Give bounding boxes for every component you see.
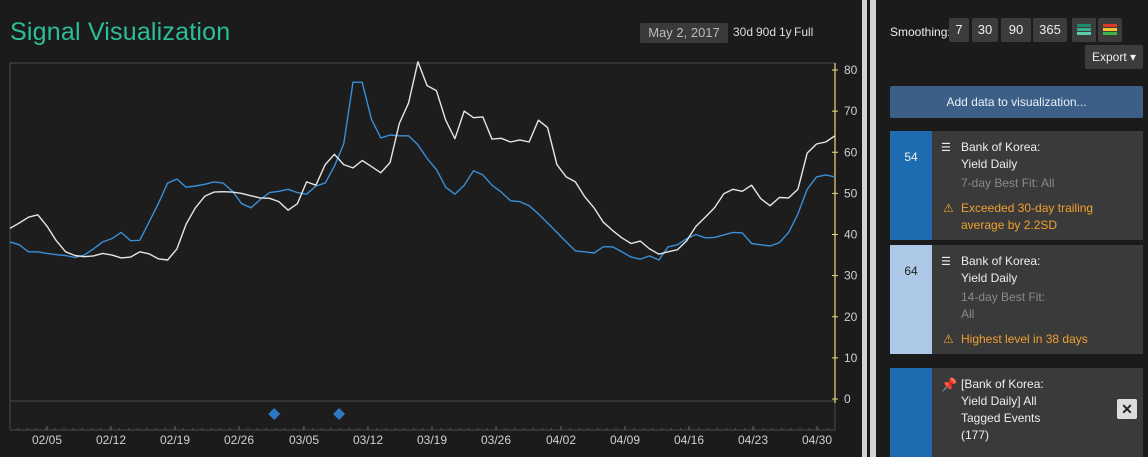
range-30d-button[interactable]: 30d	[733, 25, 754, 39]
x-tick-label: 02/12	[96, 433, 126, 447]
card-subtitle: 14-day Best Fit: All	[961, 290, 1046, 321]
event-marker-icon[interactable]	[268, 408, 281, 420]
range-1y-button[interactable]: 1y	[779, 25, 792, 39]
x-tick-label: 04/09	[610, 433, 640, 447]
x-tick-label: 02/26	[224, 433, 254, 447]
panel-splitter[interactable]	[862, 0, 876, 457]
card-alert: Exceeded 30-day trailing average by 2.2SD	[961, 201, 1094, 232]
card-alert: Highest level in 38 days	[961, 332, 1088, 346]
card-title: Bank of Korea: Yield Daily	[961, 140, 1041, 171]
x-tick-label: 02/05	[32, 433, 62, 447]
x-tick-label: 02/19	[160, 433, 190, 447]
smoothing-365-button[interactable]: 365	[1033, 18, 1067, 42]
close-icon[interactable]: ✕	[1117, 399, 1137, 419]
list-icon: ☰	[941, 256, 951, 268]
x-tick-label: 04/30	[802, 433, 832, 447]
x-tick-label: 04/16	[674, 433, 704, 447]
card-value-strip	[890, 131, 932, 240]
card-subtitle: 7-day Best Fit: All	[961, 176, 1055, 190]
series-line-white	[9, 61, 836, 261]
line-chart[interactable]: 80 70 60 50 40 30 20 10 0 02/05 02/12 02/19 02/26 03…	[0, 55, 862, 457]
range-full-button[interactable]: Full	[794, 25, 814, 39]
range-90d-button[interactable]: 90d	[756, 25, 777, 39]
card-value-strip	[890, 245, 932, 354]
event-marker-icon[interactable]	[333, 408, 346, 420]
smoothing-7-button[interactable]: 7	[949, 18, 969, 42]
x-tick-label: 04/02	[546, 433, 576, 447]
pin-icon: 📌	[941, 377, 958, 392]
y-tick-label: 50	[844, 186, 858, 200]
multicolor-palette-icon[interactable]	[1098, 18, 1122, 42]
signal-card[interactable]: 64 ☰ Bank of Korea: Yield Daily 14-day Be…	[890, 245, 1143, 354]
teal-palette-icon[interactable]	[1072, 18, 1096, 42]
tagged-events-card[interactable]: 📌 [Bank of Korea: Yield Daily] All Tagged…	[890, 368, 1143, 457]
card-value-strip	[890, 368, 932, 457]
x-tick-label: 03/26	[481, 433, 511, 447]
y-tick-label: 60	[844, 145, 858, 159]
y-tick-label: 40	[844, 228, 858, 242]
card-value: 64	[904, 264, 918, 278]
add-data-button[interactable]: Add data to visualization...	[890, 86, 1143, 118]
plot-area	[9, 62, 836, 431]
card-value: 54	[904, 150, 918, 164]
x-tick-label: 03/12	[353, 433, 383, 447]
x-tick-label: 03/19	[417, 433, 447, 447]
warning-icon: ⚠	[943, 332, 954, 346]
date-display-button[interactable]: May 2, 2017	[640, 23, 728, 43]
chart-panel: Signal Visualization May 2, 2017 30d 90d…	[0, 18, 862, 457]
y-tick-label: 80	[844, 63, 858, 77]
x-tick-label: 04/23	[738, 433, 768, 447]
x-tick-label: 03/05	[289, 433, 319, 447]
export-dropdown-button[interactable]: Export ▾	[1085, 45, 1143, 69]
y-tick-label: 30	[844, 269, 858, 283]
side-panel: Smoothing: 7 30 90 365 Export ▾ Add data…	[876, 0, 1148, 457]
y-tick-label: 0	[844, 392, 851, 406]
list-icon: ☰	[941, 142, 951, 154]
series-line-blue	[9, 81, 836, 261]
smoothing-90-button[interactable]: 90	[1001, 18, 1031, 42]
signal-card[interactable]: 54 ☰ Bank of Korea: Yield Daily 7-day Bes…	[890, 131, 1143, 240]
card-title: Bank of Korea: Yield Daily	[961, 254, 1041, 285]
y-tick-label: 70	[844, 104, 858, 118]
y-tick-label: 20	[844, 310, 858, 324]
smoothing-30-button[interactable]: 30	[972, 18, 998, 42]
y-tick-label: 10	[844, 351, 858, 365]
smoothing-label: Smoothing:	[890, 25, 951, 39]
page-title: Signal Visualization	[10, 18, 231, 46]
warning-icon: ⚠	[943, 201, 954, 215]
card-title: [Bank of Korea: Yield Daily] All Tagged E…	[961, 377, 1044, 442]
